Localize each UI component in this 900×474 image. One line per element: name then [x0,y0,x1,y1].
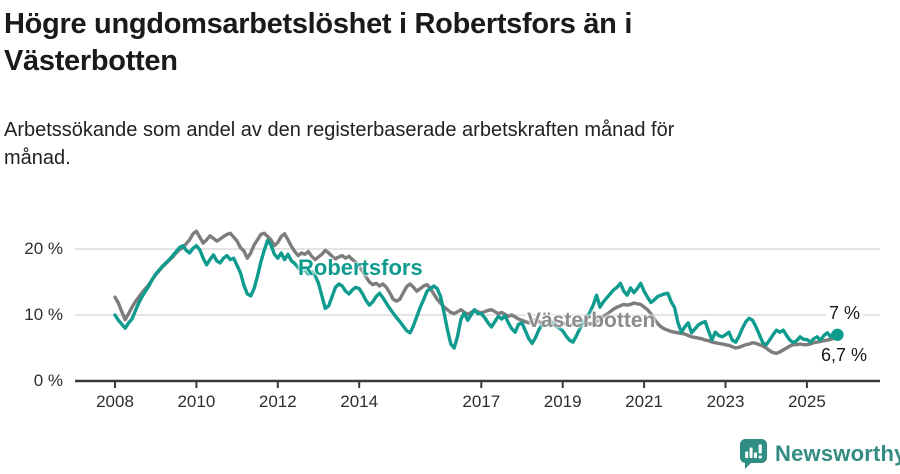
y-tick-label-20: 20 % [24,239,63,258]
y-tick-label-0: 0 % [33,371,63,390]
x-tick-label-2019: 2019 [543,392,582,411]
end-value-label-vasterbotten: 6,7 % [818,345,871,366]
y-tick-label-10: 10 % [24,305,63,324]
x-tick-label-2008: 2008 [96,392,134,411]
x-tick-label-2025: 2025 [787,392,826,411]
newsworthy-icon [740,438,767,469]
x-axis-tick-labels: 2008 2010 2012 2014 2017 2019 2021 2023 2025 [0,392,900,414]
chart-title-line1: Högre ungdomsarbetslöshet i Robertsfors … [4,8,633,40]
x-tick-label-2014: 2014 [340,392,379,411]
series-label-robertsfors: Robertsfors [298,255,423,280]
x-tick-label-2023: 2023 [706,392,745,411]
series-line-robertsfors [113,238,840,350]
chart-subtitle-line1: Arbetssökande som andel av den registerb… [4,119,675,141]
chart-subtitle-line2: månad. [4,147,71,169]
x-tick-label-2010: 2010 [177,392,216,411]
chart-title: Högre ungdomsarbetslöshet i Robertsfors … [4,6,764,79]
series-label-vasterbotten: Västerbotten [527,309,656,332]
chart-title-line2: Västerbotten [4,44,178,77]
series-end-dot [831,328,844,341]
end-value-label-robertsfors: 7 % [826,303,864,324]
chart-subtitle: Arbetssökande som andel av den registerb… [4,116,844,172]
x-tick-label-2017: 2017 [462,392,501,411]
newsworthy-logo[interactable]: Newsworthy [739,437,900,470]
newsworthy-brand-text: Newsworthy [775,440,900,466]
x-tick-label-2012: 2012 [258,392,297,411]
x-tick-label-2021: 2021 [625,392,663,411]
